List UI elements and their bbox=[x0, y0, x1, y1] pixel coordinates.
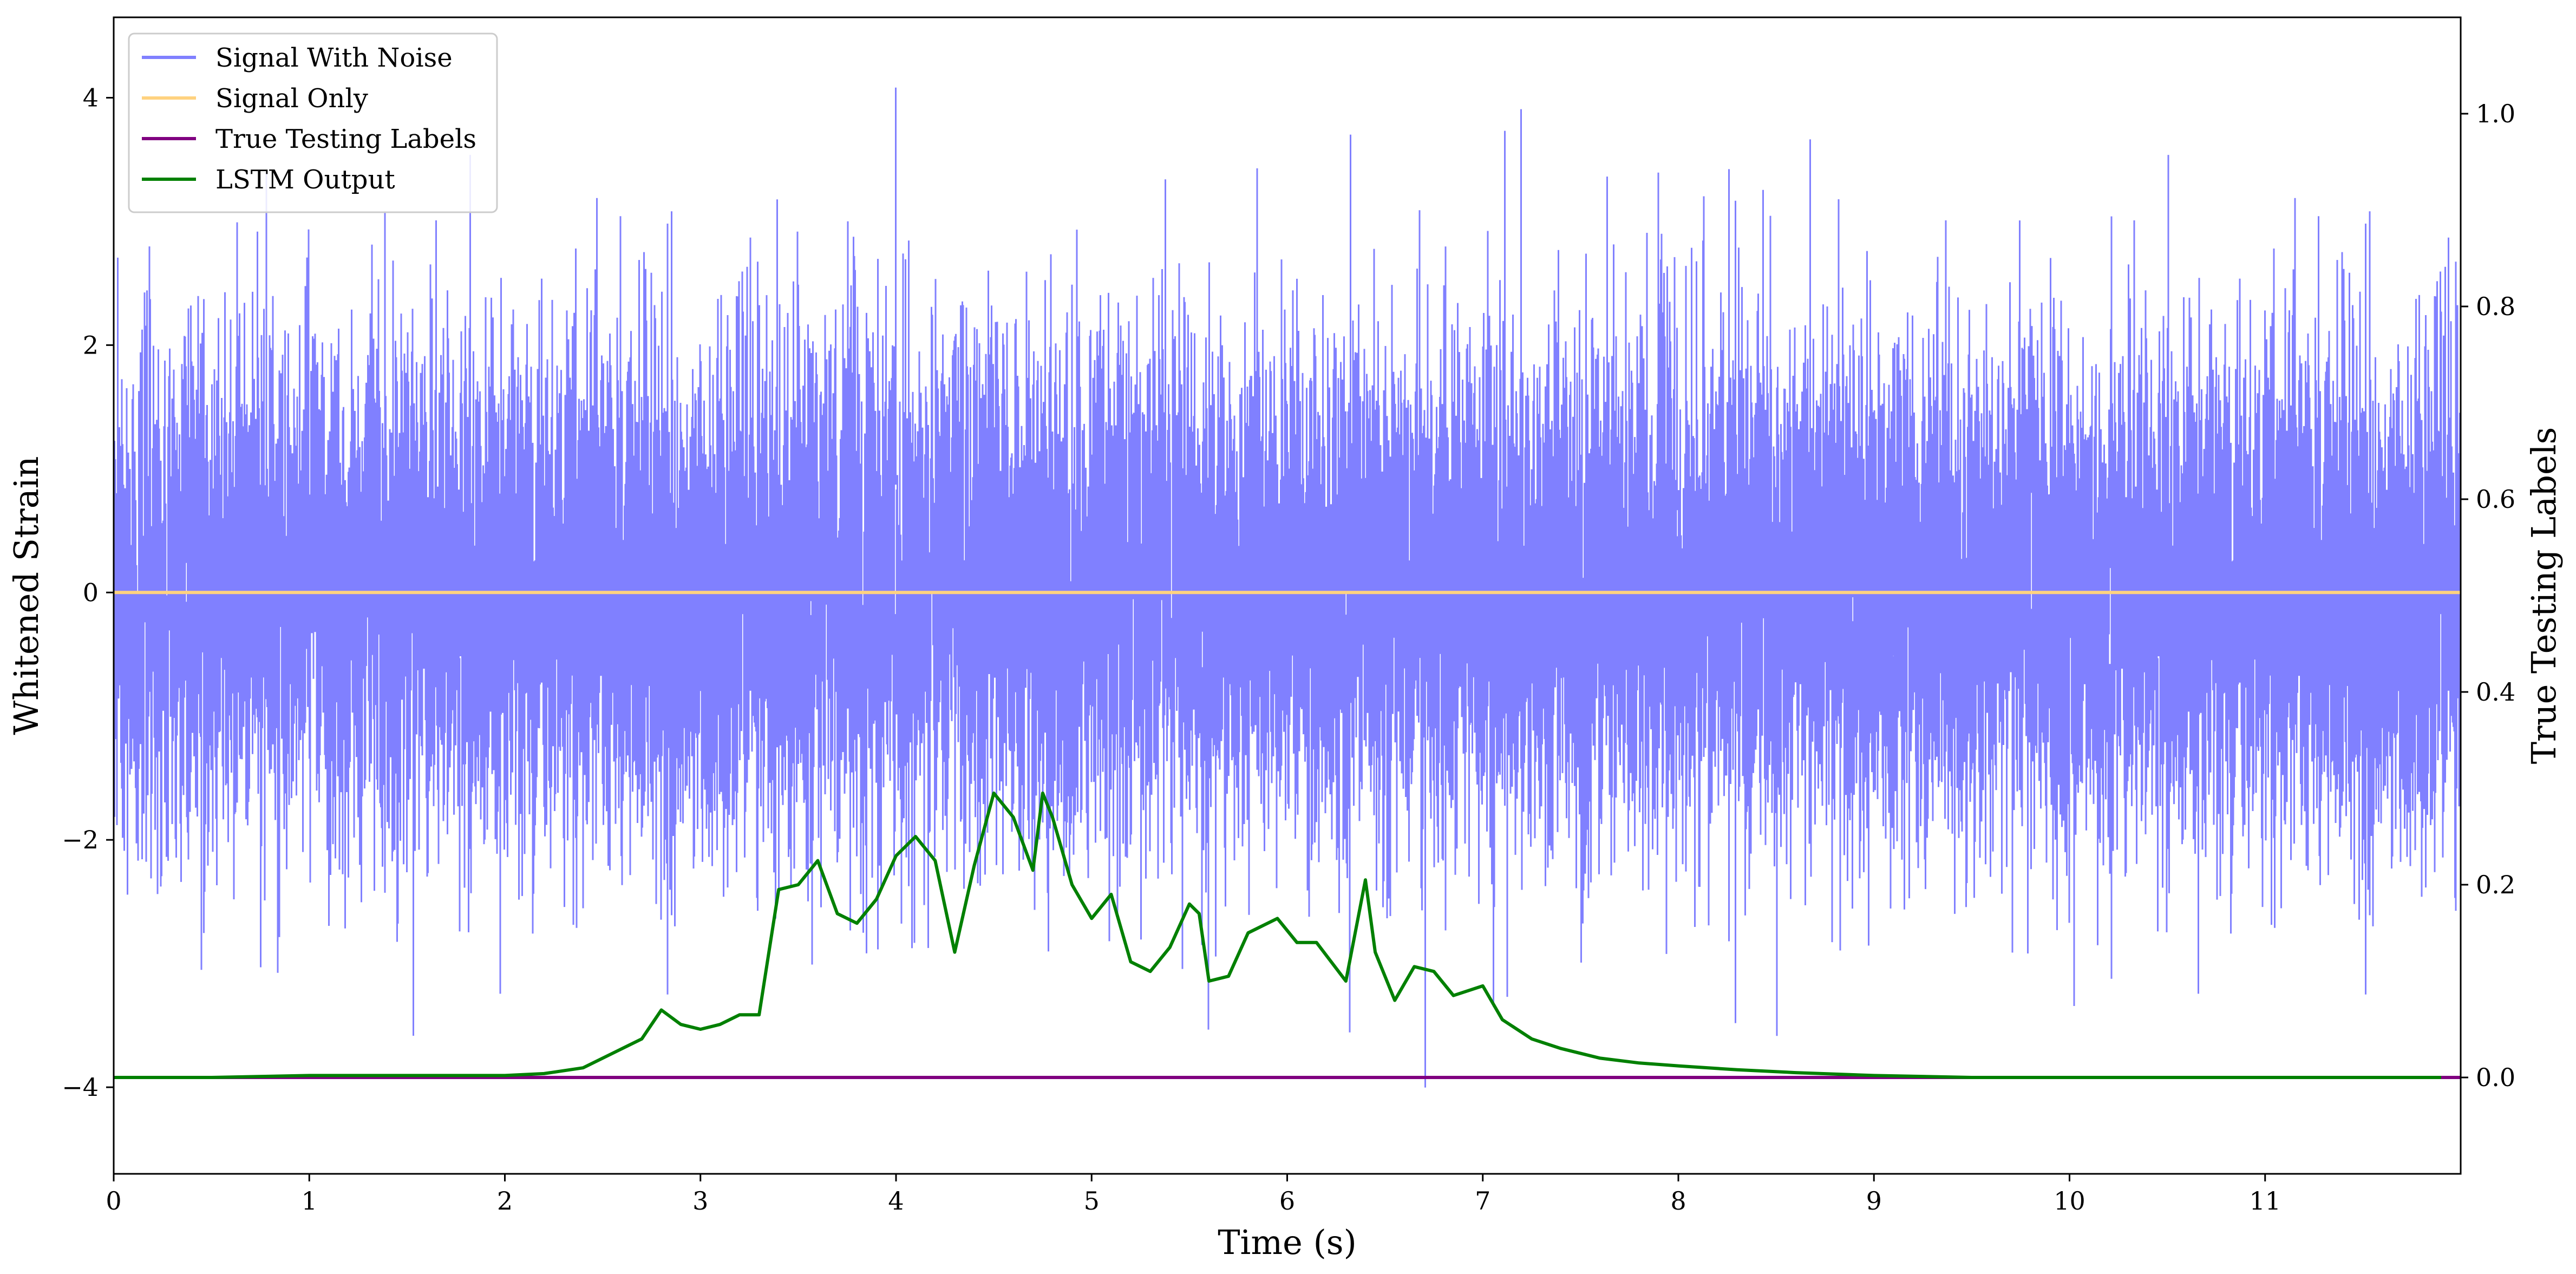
x-tick-label: 9 bbox=[1866, 1186, 1882, 1216]
series-signal-with-noise bbox=[114, 87, 2461, 1088]
series-lstm-output bbox=[114, 791, 2441, 1079]
y2-tick-label: 0.6 bbox=[2476, 485, 2515, 514]
legend-label-true-testing-labels: True Testing Labels bbox=[215, 124, 476, 154]
y-tick-label: −4 bbox=[62, 1073, 99, 1102]
x-tick-label: 8 bbox=[1670, 1186, 1686, 1216]
y2-tick-label: 1.0 bbox=[2476, 99, 2515, 128]
x-tick-label: 2 bbox=[497, 1186, 513, 1216]
y2-tick-label: 0.4 bbox=[2476, 677, 2515, 707]
legend-label-signal-only: Signal Only bbox=[215, 83, 368, 114]
legend-box bbox=[128, 32, 498, 213]
y-tick-label: −2 bbox=[62, 825, 99, 854]
axes-layer: 0 1 2 3 4 5 6 7 8 9 10 11 −4 −2 0 2 4 0.0 0.2 0.4 0.6 0.8 1.0 bbox=[62, 83, 2515, 1216]
x-tick-label: 4 bbox=[888, 1186, 904, 1216]
y-tick-label: 2 bbox=[83, 330, 99, 360]
y-axis-title: Whitened Strain bbox=[6, 456, 46, 735]
x-tick-label: 1 bbox=[302, 1186, 317, 1216]
legend-label-signal-with-noise: Signal With Noise bbox=[215, 43, 453, 73]
x-tick-label: 7 bbox=[1475, 1186, 1490, 1216]
x-tick-label: 0 bbox=[106, 1186, 121, 1216]
x-tick-label: 3 bbox=[692, 1186, 708, 1216]
x-axis-title: Time (s) bbox=[1218, 1223, 1357, 1262]
legend: Signal With Noise Signal Only True Testing… bbox=[128, 32, 498, 213]
x-tick-label: 10 bbox=[2054, 1186, 2085, 1216]
y2-axis-title: True Testing Labels bbox=[2524, 427, 2564, 765]
y2-tick-label: 0.0 bbox=[2476, 1063, 2515, 1092]
x-tick-label: 5 bbox=[1084, 1186, 1100, 1216]
x-tick-label: 11 bbox=[2249, 1186, 2281, 1216]
y-tick-label: 0 bbox=[83, 578, 99, 607]
series-layer bbox=[114, 87, 2461, 1088]
legend-label-lstm-output: LSTM Output bbox=[215, 165, 395, 195]
y2-tick-label: 0.2 bbox=[2476, 870, 2515, 899]
y2-tick-label: 0.8 bbox=[2476, 292, 2515, 321]
x-tick-label: 6 bbox=[1279, 1186, 1295, 1216]
y-tick-label: 4 bbox=[83, 83, 99, 112]
